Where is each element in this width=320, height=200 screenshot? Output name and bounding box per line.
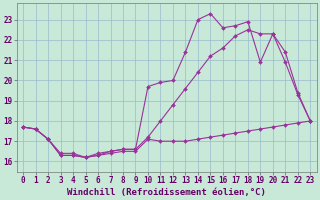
X-axis label: Windchill (Refroidissement éolien,°C): Windchill (Refroidissement éolien,°C): [67, 188, 266, 197]
